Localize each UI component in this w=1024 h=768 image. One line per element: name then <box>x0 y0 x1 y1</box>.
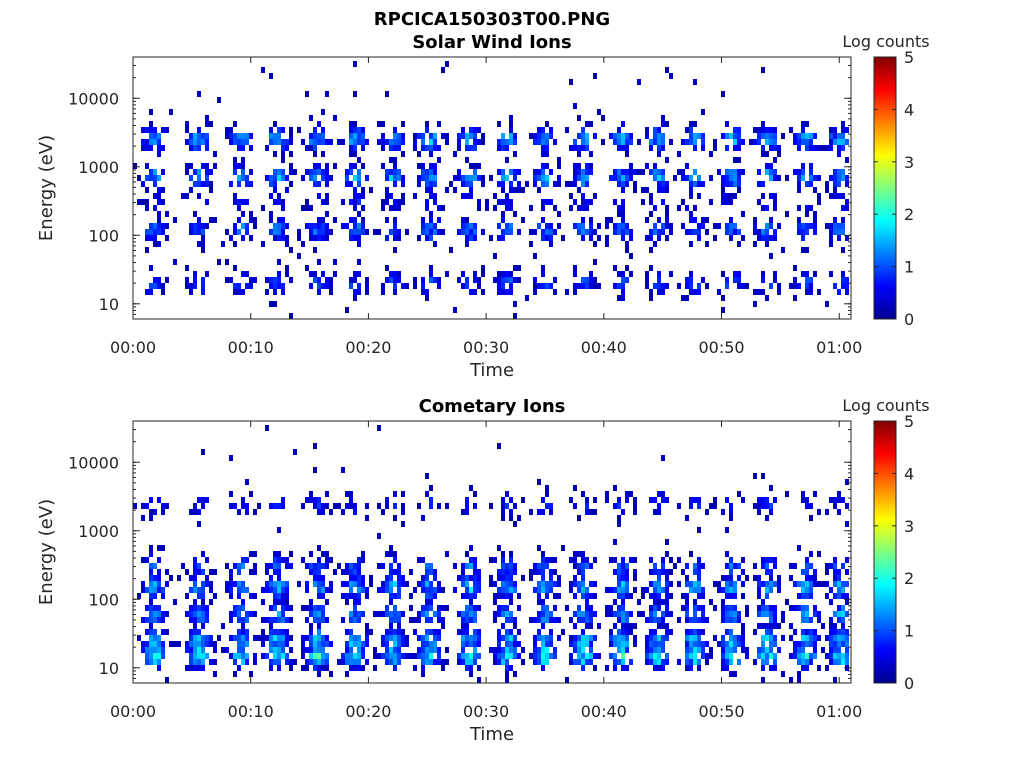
x-tick-label: 00:20 <box>345 702 391 721</box>
colorbar-tick-label: 5 <box>904 412 914 431</box>
x-tick-label: 00:50 <box>698 702 744 721</box>
y-tick-label: 10000 <box>68 453 119 472</box>
x-tick-label: 01:00 <box>816 338 862 357</box>
solar-wind-x-ticks: 00:00 00:10 00:20 00:30 00:40 00:50 01:00 <box>110 57 862 357</box>
colorbar-tick-label: 0 <box>904 674 914 693</box>
solar-wind-x-label: Time <box>469 360 514 381</box>
colorbar-tick-label: 4 <box>904 100 914 119</box>
x-tick-label: 00:10 <box>228 702 274 721</box>
x-tick-label: 00:30 <box>463 702 509 721</box>
y-tick-label: 100 <box>88 590 119 609</box>
y-tick-label: 10 <box>99 659 119 678</box>
colorbar-tick-label: 3 <box>904 517 914 536</box>
solar-wind-colorbar <box>873 56 897 320</box>
solar-wind-y-label: Energy (eV) <box>36 135 57 241</box>
y-tick-label: 10 <box>99 295 119 314</box>
cometary-x-label: Time <box>469 724 514 745</box>
solar-wind-heatmap <box>133 61 849 319</box>
x-tick-label: 00:40 <box>581 338 627 357</box>
cometary-colorbar-ticks: 0 1 2 3 4 5 <box>874 412 914 693</box>
colorbar-tick-label: 4 <box>904 464 914 483</box>
figure-title: RPCICA150303T00.PNG <box>374 9 610 30</box>
colorbar-tick-label: 3 <box>904 153 914 172</box>
cometary-y-ticks: 10 100 1000 10000 <box>68 420 851 684</box>
colorbar-tick-label: 1 <box>904 258 914 277</box>
cometary-colorbar-label: Log counts <box>842 396 929 415</box>
cometary-title: Cometary Ions <box>419 396 566 417</box>
colorbar-tick-label: 2 <box>904 205 914 224</box>
y-tick-label: 1000 <box>78 158 119 177</box>
x-tick-label: 00:30 <box>463 338 509 357</box>
solar-wind-y-ticks: 10 100 1000 10000 <box>68 56 851 320</box>
cometary-y-label: Energy (eV) <box>36 499 57 605</box>
y-tick-label: 10000 <box>68 89 119 108</box>
x-tick-label: 01:00 <box>816 702 862 721</box>
solar-wind-colorbar-label: Log counts <box>842 32 929 51</box>
x-tick-label: 00:10 <box>228 338 274 357</box>
x-tick-label: 00:00 <box>110 338 156 357</box>
solar-wind-title: Solar Wind Ions <box>412 32 571 53</box>
colorbar-tick-label: 2 <box>904 569 914 588</box>
x-tick-label: 00:50 <box>698 338 744 357</box>
x-tick-label: 00:40 <box>581 702 627 721</box>
cometary-panel: Cometary Ions 00:00 00:10 00:20 00:30 00:40 0… <box>36 396 930 745</box>
solar-wind-colorbar-ticks: 0 1 2 3 4 5 <box>874 48 914 329</box>
cometary-axes-frame <box>132 420 852 684</box>
cometary-x-ticks: 00:00 00:10 00:20 00:30 00:40 00:50 01:00 <box>110 421 862 721</box>
solar-wind-panel: Solar Wind Ions 00:00 00:10 00:20 00:30 00:4… <box>36 32 930 381</box>
cometary-colorbar <box>873 420 897 684</box>
y-tick-label: 100 <box>88 226 119 245</box>
x-tick-label: 00:00 <box>110 702 156 721</box>
solar-wind-axes-frame <box>132 56 852 320</box>
colorbar-tick-label: 1 <box>904 622 914 641</box>
colorbar-tick-label: 0 <box>904 310 914 329</box>
cometary-heatmap <box>133 425 849 683</box>
y-tick-label: 1000 <box>78 522 119 541</box>
colorbar-tick-label: 5 <box>904 48 914 67</box>
x-tick-label: 00:20 <box>345 338 391 357</box>
